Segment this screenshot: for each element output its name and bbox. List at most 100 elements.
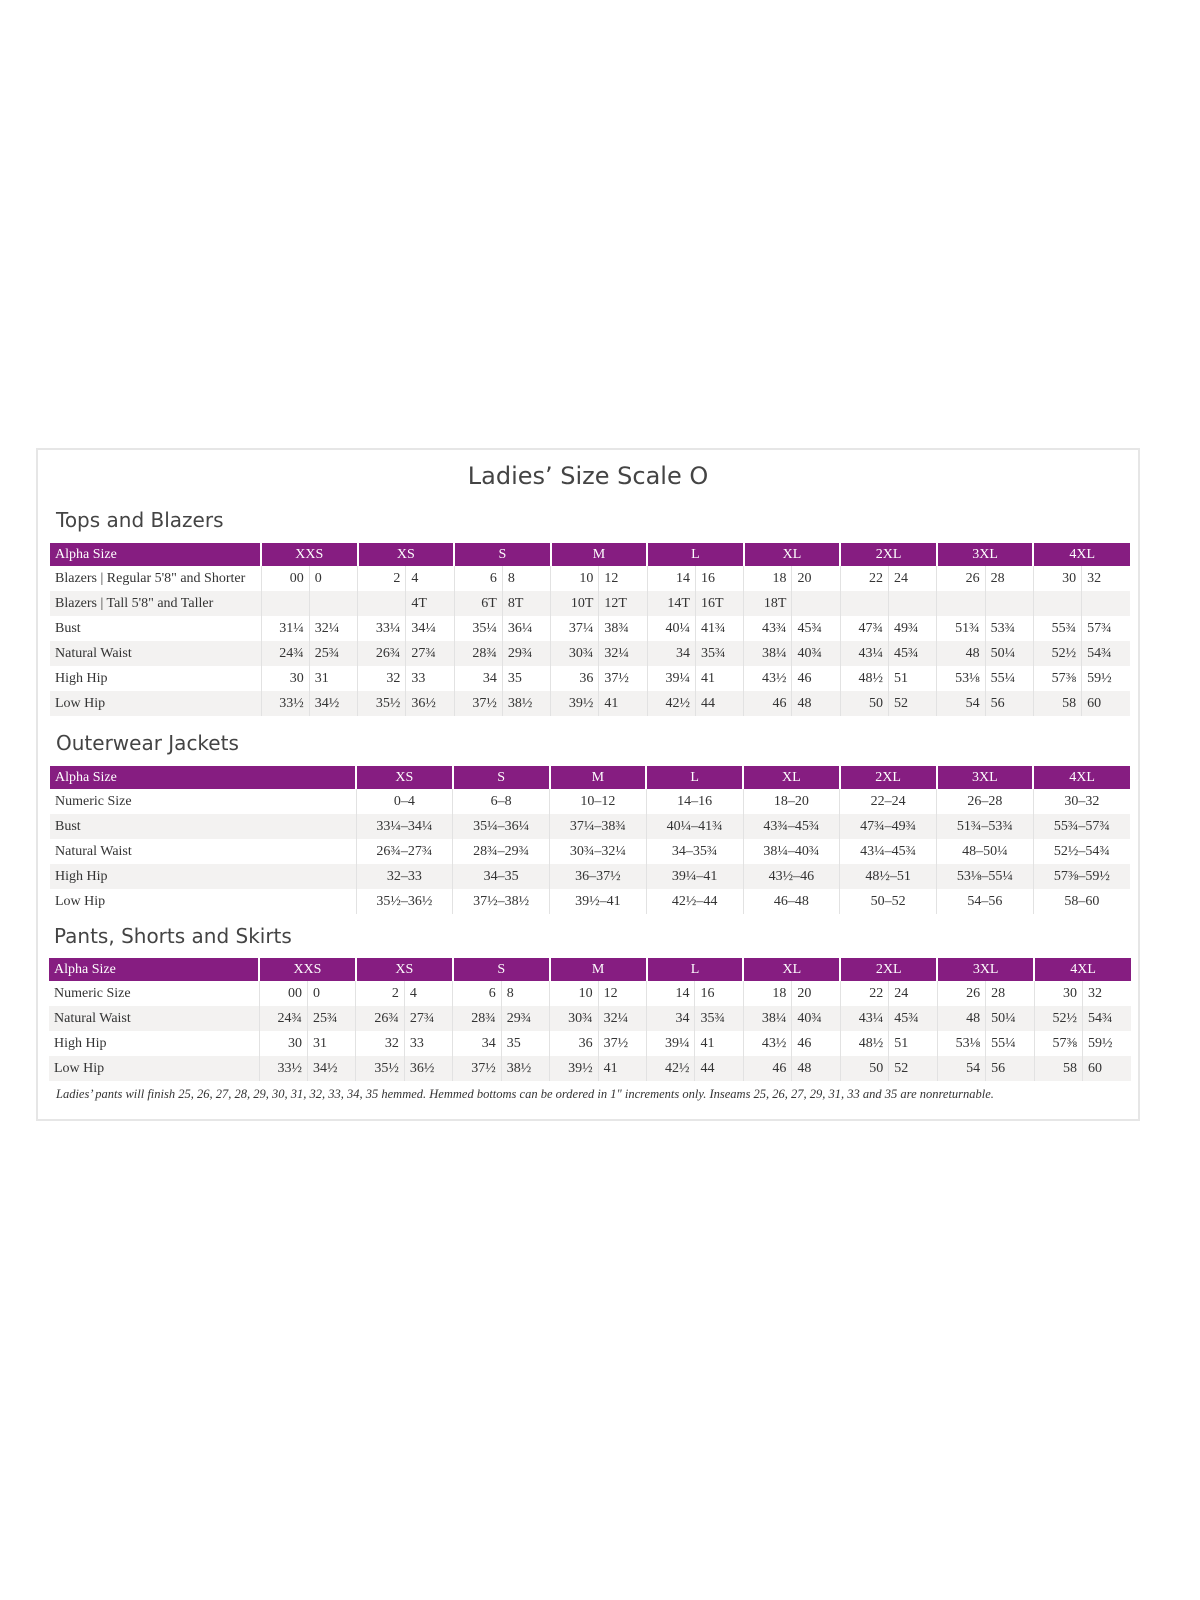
size-value-cell — [936, 591, 986, 616]
table-row: Low Hip 33½ 34½ 35½ 36½ 37½ 38½ 39½ 41 42½ 44 46 48 5… — [50, 691, 1130, 716]
size-value-cell: 0 — [308, 566, 358, 591]
size-value-cell: 28 — [984, 566, 1034, 591]
size-value-cell: 37½ — [597, 1031, 647, 1056]
size-value-cell: 14 — [646, 981, 695, 1006]
size-header: XL — [742, 543, 841, 566]
size-value-cell: 32¼ — [308, 616, 358, 641]
table-row: High Hip 30 31 32 33 34 35 36 37½ 39¼ 41 43½ 46 48½ 51… — [50, 666, 1130, 691]
size-header: 4XL — [1032, 766, 1130, 789]
row-label: Bust — [55, 620, 81, 636]
size-value-cell: 53⅛–55¼ — [936, 864, 1034, 889]
size-value-cell: 54¾ — [1081, 641, 1130, 666]
size-value-cell: 55¾ — [1032, 616, 1082, 641]
size-value-cell: 30–32 — [1032, 789, 1130, 814]
size-value-cell: 39½ — [550, 691, 599, 716]
size-value-cell: 54 — [936, 1056, 986, 1081]
size-value-cell: 46–48 — [742, 889, 840, 914]
size-value-cell: 32¼ — [597, 1006, 647, 1031]
section-heading-pants: Pants, Shorts and Skirts — [54, 924, 292, 948]
size-value-cell: 43¼–45¾ — [839, 839, 937, 864]
size-value-cell: 57⅜–59½ — [1032, 864, 1130, 889]
size-value-cell: 49¾ — [888, 616, 937, 641]
size-value-cell — [308, 591, 358, 616]
size-value-cell: 34 — [452, 1031, 502, 1056]
size-value-cell: 38½ — [501, 691, 551, 716]
size-header: 3XL — [935, 766, 1034, 789]
size-value-cell: 18 — [743, 566, 792, 591]
row-label: Low Hip — [49, 1056, 259, 1081]
size-value-cell: 39½–41 — [549, 889, 647, 914]
size-value-cell — [1081, 591, 1130, 616]
size-value-cell: 46 — [791, 666, 841, 691]
size-value-cell: 48 — [791, 1056, 841, 1081]
size-value-cell: 56 — [985, 1056, 1035, 1081]
size-value-cell: 48 — [791, 691, 841, 716]
size-value-cell: 28¾ — [452, 1006, 502, 1031]
size-value-cell: 59½ — [1082, 1031, 1131, 1056]
size-value-cell: 8 — [500, 981, 550, 1006]
pants-hem-note: Ladies’ pants will finish 25, 26, 27, 28… — [56, 1087, 994, 1101]
size-value-cell: 52½–54¾ — [1032, 839, 1130, 864]
size-value-cell: 43¼ — [839, 641, 889, 666]
size-value-cell: 28 — [985, 981, 1035, 1006]
size-value-cell: 37½ — [453, 691, 503, 716]
size-value-cell: 37¼ — [550, 616, 599, 641]
size-value-cell: 33 — [405, 666, 455, 691]
size-value-cell: 4T — [405, 591, 455, 616]
size-header: 2XL — [839, 958, 938, 981]
size-value-cell: 6T — [453, 591, 503, 616]
size-value-cell: 39¼ — [646, 666, 696, 691]
size-value-cell: 52½ — [1032, 641, 1082, 666]
size-value-cell: 50¼ — [985, 1006, 1035, 1031]
size-value-cell: 53⅛ — [936, 666, 986, 691]
table-row: High Hip 32–33 34–35 36–37½ 39¼–41 43½–46 48½–… — [50, 864, 1130, 889]
size-header: XS — [354, 958, 453, 981]
size-value-cell: 53¾ — [984, 616, 1034, 641]
size-value-cell: 59½ — [1081, 666, 1130, 691]
size-value-cell: 39¼–41 — [645, 864, 743, 889]
size-value-cell — [357, 591, 406, 616]
size-value-cell: 36 — [550, 666, 599, 691]
size-value-cell: 48½ — [839, 666, 889, 691]
size-value-cell: 45¾ — [888, 1006, 938, 1031]
size-value-cell: 44 — [694, 691, 744, 716]
size-value-cell: 50¼ — [984, 641, 1034, 666]
row-label: Numeric Size — [54, 985, 131, 1001]
size-value-cell: 26¾ — [357, 641, 406, 666]
size-value-cell: 4 — [405, 566, 455, 591]
size-header: S — [451, 958, 550, 981]
size-value-cell: 32 — [357, 666, 406, 691]
tops-size-table: Alpha Size XXS XS S M L XL 2XL 3XL 4XL Blazers | R… — [50, 543, 1130, 716]
size-value-cell: 00 — [260, 566, 310, 591]
size-value-cell: 32 — [1082, 981, 1131, 1006]
header-row: Alpha Size XXS XS S M L XL 2XL 3XL 4XL — [50, 543, 1130, 566]
size-value-cell: 36¼ — [501, 616, 551, 641]
size-header: M — [549, 543, 648, 566]
size-value-cell: 30 — [1033, 981, 1083, 1006]
size-value-cell — [1032, 591, 1082, 616]
row-label: Bust — [50, 814, 356, 839]
size-value-cell: 6 — [452, 981, 502, 1006]
size-value-cell: 35½–36½ — [355, 889, 453, 914]
size-value-cell: 10–12 — [549, 789, 647, 814]
size-header: M — [548, 766, 647, 789]
header-label: Alpha Size — [49, 958, 259, 981]
size-header: XXS — [260, 543, 358, 566]
size-value-cell: 12T — [598, 591, 648, 616]
size-header: 4XL — [1033, 958, 1131, 981]
size-value-cell: 37¼–38¾ — [549, 814, 647, 839]
size-header: XL — [742, 958, 841, 981]
size-value-cell: 30¾ — [550, 641, 599, 666]
size-value-cell: 58–60 — [1032, 889, 1130, 914]
size-value-cell: 30 — [260, 666, 310, 691]
table-row: Blazers | Regular 5'8" and Shorter 00 0 2 4 6… — [50, 566, 1130, 591]
size-value-cell: 8 — [501, 566, 551, 591]
size-value-cell: 4 — [403, 981, 453, 1006]
size-header: L — [645, 766, 743, 789]
row-label: Low Hip — [55, 893, 106, 909]
size-header: M — [548, 958, 647, 981]
size-value-cell: 22–24 — [839, 789, 937, 814]
row-label: Low Hip — [50, 691, 262, 716]
size-value-cell: 26¾–27¾ — [355, 839, 453, 864]
size-value-cell: 55¼ — [985, 1031, 1035, 1056]
